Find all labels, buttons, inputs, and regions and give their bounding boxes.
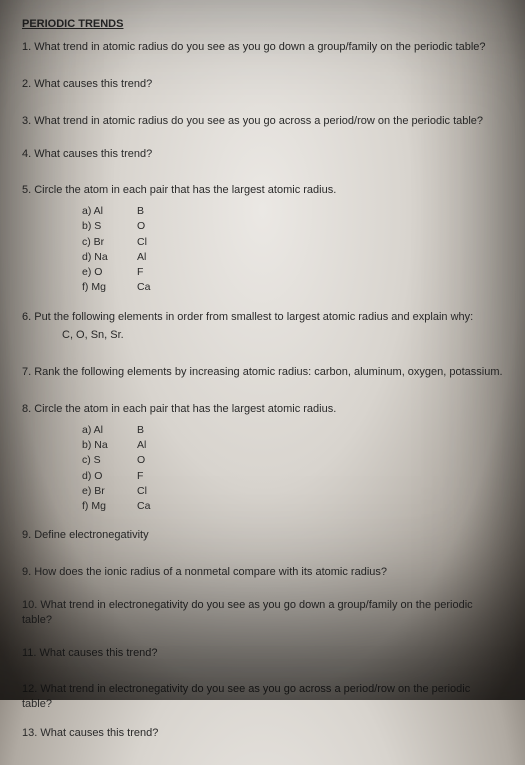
pair-left: b) Na bbox=[82, 438, 137, 453]
pair-left: a) Al bbox=[82, 204, 137, 219]
pair-right: Al bbox=[137, 438, 167, 453]
pair-right: B bbox=[137, 204, 167, 219]
pairs-list-8: a) AlBb) NaAlc) SOd) OFe) BrClf) MgCa bbox=[82, 423, 503, 514]
question-6: 6. Put the following elements in order f… bbox=[22, 310, 503, 344]
pair-row: f) MgCa bbox=[82, 280, 503, 295]
question-10: 10. What trend in electronegativity do y… bbox=[22, 598, 503, 628]
pair-left: e) Br bbox=[82, 484, 137, 499]
question-13: 13. What causes this trend? bbox=[22, 726, 503, 741]
question-8-text: 8. Circle the atom in each pair that has… bbox=[22, 403, 336, 415]
pair-left: e) O bbox=[82, 265, 137, 280]
question-5: 5. Circle the atom in each pair that has… bbox=[22, 183, 503, 295]
pair-right: Cl bbox=[137, 235, 167, 250]
pair-right: Ca bbox=[137, 499, 167, 514]
pair-right: Al bbox=[137, 250, 167, 265]
pair-row: e) OF bbox=[82, 265, 503, 280]
pair-row: c) SO bbox=[82, 453, 503, 468]
pair-left: c) Br bbox=[82, 235, 137, 250]
pair-right: F bbox=[137, 265, 167, 280]
pair-row: a) AlB bbox=[82, 423, 503, 438]
pair-row: a) AlB bbox=[82, 204, 503, 219]
pair-row: d) NaAl bbox=[82, 250, 503, 265]
page-title: PERIODIC TRENDS bbox=[22, 18, 503, 30]
pair-row: d) OF bbox=[82, 469, 503, 484]
question-6-text: 6. Put the following elements in order f… bbox=[22, 311, 473, 323]
question-4: 4. What causes this trend? bbox=[22, 147, 503, 162]
pair-left: b) S bbox=[82, 219, 137, 234]
pair-left: d) O bbox=[82, 469, 137, 484]
question-1: 1. What trend in atomic radius do you se… bbox=[22, 40, 503, 55]
pair-row: c) BrCl bbox=[82, 235, 503, 250]
pair-right: Ca bbox=[137, 280, 167, 295]
question-11: 11. What causes this trend? bbox=[22, 646, 503, 661]
pair-left: d) Na bbox=[82, 250, 137, 265]
pairs-list-5: a) AlBb) SOc) BrCld) NaAle) OFf) MgCa bbox=[82, 204, 503, 295]
question-9b: 9. How does the ionic radius of a nonmet… bbox=[22, 565, 503, 580]
pair-left: c) S bbox=[82, 453, 137, 468]
question-3: 3. What trend in atomic radius do you se… bbox=[22, 114, 503, 129]
question-5-text: 5. Circle the atom in each pair that has… bbox=[22, 184, 336, 196]
pair-right: Cl bbox=[137, 484, 167, 499]
pair-left: f) Mg bbox=[82, 280, 137, 295]
pair-left: f) Mg bbox=[82, 499, 137, 514]
pair-row: b) NaAl bbox=[82, 438, 503, 453]
pair-right: F bbox=[137, 469, 167, 484]
pair-right: B bbox=[137, 423, 167, 438]
question-7: 7. Rank the following elements by increa… bbox=[22, 365, 503, 380]
question-6-elements: C, O, Sn, Sr. bbox=[62, 328, 503, 343]
question-2: 2. What causes this trend? bbox=[22, 77, 503, 92]
pair-row: f) MgCa bbox=[82, 499, 503, 514]
question-9a: 9. Define electronegativity bbox=[22, 528, 503, 543]
pair-row: b) SO bbox=[82, 219, 503, 234]
question-12: 12. What trend in electronegativity do y… bbox=[22, 682, 503, 712]
pair-row: e) BrCl bbox=[82, 484, 503, 499]
pair-right: O bbox=[137, 453, 167, 468]
question-8: 8. Circle the atom in each pair that has… bbox=[22, 402, 503, 514]
pair-left: a) Al bbox=[82, 423, 137, 438]
worksheet-page: PERIODIC TRENDS 1. What trend in atomic … bbox=[0, 0, 525, 765]
pair-right: O bbox=[137, 219, 167, 234]
